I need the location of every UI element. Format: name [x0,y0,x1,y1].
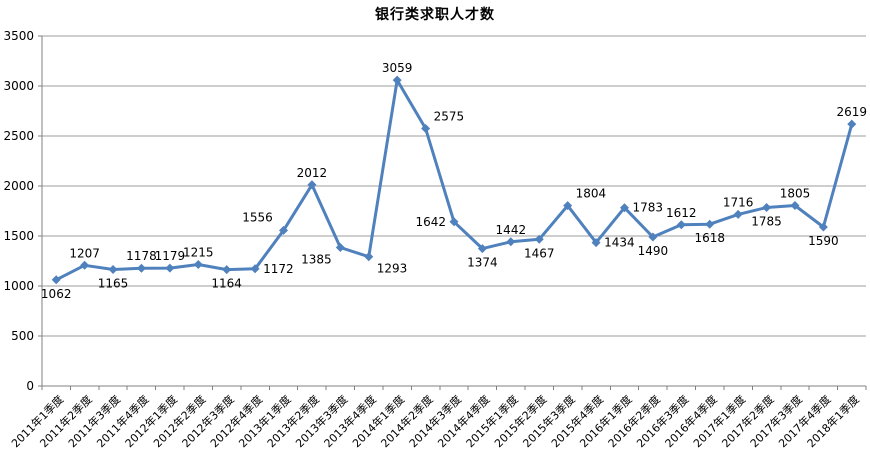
data-label: 1164 [211,277,242,291]
data-label: 1716 [723,195,754,209]
data-point-marker [790,201,800,210]
data-point-marker [591,238,601,248]
data-point-marker [222,265,232,275]
chart-title: 银行类求职人才数 [375,7,495,23]
data-point-marker [279,225,289,235]
data-label: 1293 [377,262,408,276]
y-axis-label: 500 [11,329,34,343]
data-point-marker [534,234,544,244]
data-point-marker [364,252,374,262]
y-axis-label: 0 [26,379,34,393]
data-point-marker [421,124,431,133]
data-label: 1207 [69,246,100,260]
data-point-marker [477,244,487,254]
data-label: 1804 [576,187,607,201]
y-axis-label: 1500 [3,229,34,243]
data-label: 1612 [666,206,697,220]
data-point-marker [80,260,90,270]
data-label: 1385 [301,253,332,267]
data-point-marker [307,180,317,190]
data-point-marker [51,275,61,285]
data-label: 1618 [694,231,725,245]
data-point-marker [818,222,828,232]
y-axis-label: 3500 [3,29,34,43]
data-point-marker [676,220,686,230]
data-label: 2012 [297,166,328,180]
data-label: 3059 [382,61,413,75]
data-label: 2619 [837,105,868,119]
y-axis-label: 2000 [3,179,34,193]
data-point-marker [392,75,402,85]
data-label: 1215 [183,246,214,260]
data-point-marker [847,119,857,129]
data-point-marker [506,237,516,247]
data-label: 1172 [263,262,294,276]
data-label: 1179 [155,249,186,263]
data-label: 1165 [98,277,129,291]
y-axis-label: 2500 [3,129,34,143]
data-label: 1434 [604,236,635,250]
data-point-marker [563,201,573,211]
data-label: 1178 [126,249,157,263]
data-label: 1590 [808,234,839,248]
data-point-marker [449,217,459,227]
data-label: 1805 [780,187,811,201]
y-axis-label: 3000 [3,79,34,93]
data-point-marker [762,203,772,212]
data-point-marker [335,243,345,252]
data-label: 1783 [632,201,663,215]
data-label: 1490 [638,244,669,258]
data-point-marker [733,209,743,219]
data-point-marker [619,203,629,213]
data-point-marker [165,263,175,273]
data-label: 1642 [415,215,446,229]
data-point-marker [193,260,203,269]
data-label: 1374 [467,256,498,270]
data-point-marker [705,219,715,229]
data-label: 1442 [496,223,527,237]
data-label: 1062 [41,287,72,301]
data-label: 1556 [242,210,273,224]
data-point-marker [136,263,146,273]
data-point-marker [108,265,118,274]
data-label: 1785 [751,215,782,229]
y-axis-label: 1000 [3,279,34,293]
data-label: 2575 [434,110,465,124]
data-label: 1467 [524,246,555,260]
data-point-marker [648,232,658,242]
data-point-marker [250,264,260,274]
